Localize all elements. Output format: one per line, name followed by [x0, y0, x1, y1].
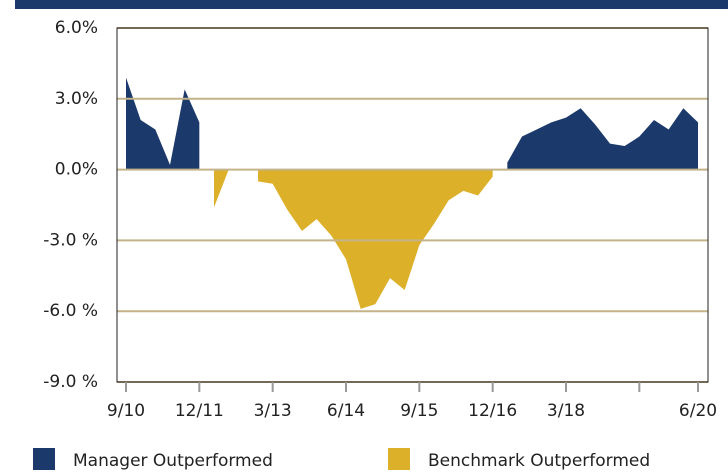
y-tick-label: 3.0%	[55, 89, 98, 109]
x-tick-label: 9/15	[400, 401, 438, 421]
legend-swatch	[33, 448, 55, 470]
area	[126, 77, 200, 170]
y-tick-label: -9.0 %	[43, 372, 98, 392]
x-tick-label: 6/14	[327, 401, 365, 421]
y-tick-label: 6.0%	[55, 18, 98, 38]
x-tick-label: 6/20	[679, 401, 717, 421]
area	[258, 169, 493, 309]
plot-frame	[116, 27, 709, 383]
y-tick-label: -6.0 %	[43, 301, 98, 321]
x-tick-label: 9/10	[107, 401, 145, 421]
x-tick-label: 3/13	[254, 401, 292, 421]
area	[214, 169, 229, 208]
legend-swatch	[388, 448, 410, 470]
x-tick-label: 3/18	[547, 401, 585, 421]
x-tick-label: 12/16	[468, 401, 517, 421]
y-tick-label: -3.0 %	[43, 230, 98, 250]
header-bar	[15, 0, 728, 9]
area	[507, 108, 698, 170]
legend-label: Manager Outperformed	[73, 451, 273, 471]
x-tick-label: 12/11	[175, 401, 224, 421]
legend-label: Benchmark Outperformed	[428, 451, 650, 471]
y-tick-label: 0.0%	[55, 160, 98, 180]
